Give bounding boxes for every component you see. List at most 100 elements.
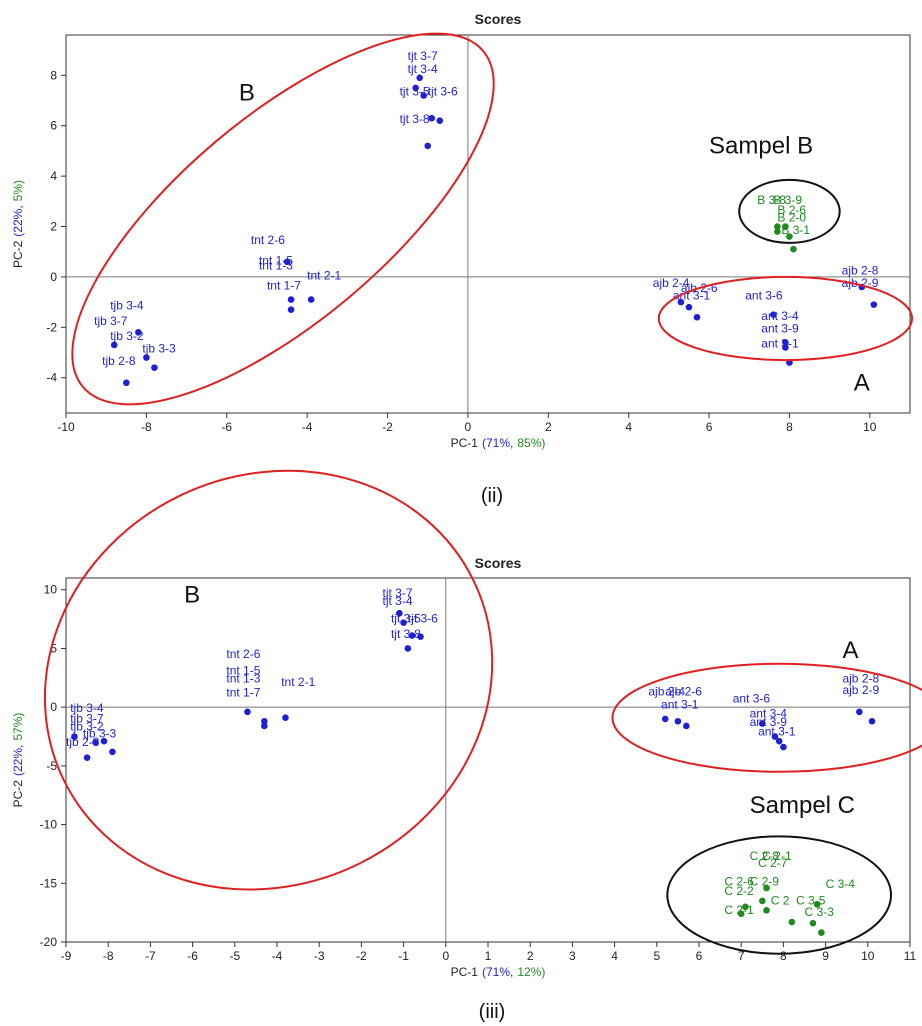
sample-group-ellipse bbox=[738, 178, 841, 244]
calibration-point-label: tjb 3-4 bbox=[70, 701, 104, 715]
calibration-point bbox=[775, 737, 783, 745]
cluster-label: Sampel B bbox=[709, 132, 813, 159]
calibration-point-label: tjt 3-4 bbox=[383, 594, 413, 608]
sample-point-label: C 3-3 bbox=[805, 905, 835, 919]
x-tick-label: 4 bbox=[611, 949, 618, 963]
cluster-label: A bbox=[842, 637, 858, 664]
sample-point-label: B 2-6 bbox=[777, 203, 806, 217]
calibration-point bbox=[307, 296, 315, 303]
x-axis-label: PC-1 (71%, 85%) bbox=[451, 436, 546, 450]
x-tick-label: -2 bbox=[382, 420, 393, 434]
calibration-point-label: ajb 2-8 bbox=[842, 263, 879, 277]
x-tick-label: 8 bbox=[786, 420, 793, 434]
calibration-point-label: ajb 2-4 bbox=[648, 684, 685, 698]
calibration-point bbox=[100, 737, 108, 745]
calibration-point-label: tjt 3-6 bbox=[408, 612, 438, 626]
calibration-point bbox=[428, 114, 436, 122]
x-axis-pct-sample: 85%) bbox=[517, 436, 545, 450]
calibration-point bbox=[287, 306, 295, 313]
sample-point-label: C 2-1 bbox=[762, 849, 792, 863]
x-axis-pct-calibration: (71%, bbox=[482, 436, 513, 450]
x-tick-label: -10 bbox=[57, 420, 75, 434]
calibration-point bbox=[416, 74, 423, 82]
calibration-point-label: tnt 1-7 bbox=[267, 279, 301, 293]
calibration-point bbox=[420, 92, 427, 99]
sample-point bbox=[742, 903, 749, 911]
x-tick-label: 1 bbox=[485, 949, 492, 963]
cluster-ellipse bbox=[43, 469, 494, 891]
x-tick-label: -3 bbox=[314, 949, 325, 963]
x-tick-label: 4 bbox=[625, 420, 632, 434]
calibration-point bbox=[151, 364, 158, 371]
calibration-point-label: tnt 1-3 bbox=[226, 672, 260, 686]
x-tick-label: 11 bbox=[904, 949, 917, 963]
x-tick-label: 2 bbox=[545, 420, 552, 434]
sample-point-label: B 3-9 bbox=[773, 193, 802, 207]
x-axis-name: PC-1 bbox=[451, 965, 479, 979]
calibration-point-label: ant 3-1 bbox=[673, 289, 711, 303]
sample-point bbox=[809, 919, 817, 927]
sample-point-label: C 2-6 bbox=[724, 875, 754, 889]
x-tick-label: -2 bbox=[356, 949, 367, 963]
calibration-point bbox=[424, 142, 432, 150]
calibration-point-label: ajb 2-9 bbox=[842, 683, 879, 697]
y-axis-label: PC-2 (22%, 5%) bbox=[11, 180, 25, 268]
calibration-point bbox=[396, 609, 403, 617]
calibration-point-label: ant 3-9 bbox=[750, 715, 788, 729]
y-axis-name: PC-2 bbox=[11, 240, 25, 268]
calibration-point-label: ajb 2-4 bbox=[653, 276, 690, 290]
x-tick-label: -8 bbox=[141, 420, 152, 434]
sample-point-label: C 2-9 bbox=[750, 875, 780, 889]
cluster-ellipse bbox=[657, 275, 914, 362]
sample-point-label: C 2 bbox=[771, 893, 790, 907]
calibration-point-label: tjt 3-6 bbox=[428, 84, 458, 98]
sample-point bbox=[790, 245, 797, 253]
calibration-point bbox=[771, 733, 779, 740]
calibration-point bbox=[677, 298, 685, 306]
calibration-point bbox=[674, 717, 682, 725]
x-tick-label: -9 bbox=[61, 949, 72, 963]
calibration-point bbox=[110, 341, 118, 349]
x-tick-label: 0 bbox=[442, 949, 449, 963]
cluster-ellipse bbox=[71, 32, 495, 406]
cluster-label: Sampel C bbox=[750, 792, 855, 819]
calibration-point bbox=[143, 354, 150, 361]
calibration-point-label: tjt 3-8 bbox=[391, 627, 421, 641]
cluster-label: B bbox=[184, 582, 200, 609]
calibration-point-label: ant 3-1 bbox=[761, 336, 799, 350]
calibration-point bbox=[408, 632, 416, 639]
calibration-point-label: tjt 3-7 bbox=[383, 586, 413, 600]
sample-point-label: B 3-8 bbox=[757, 193, 786, 207]
calibration-point-label: tjb 3-7 bbox=[94, 314, 128, 328]
y-tick-label: -20 bbox=[40, 935, 58, 949]
sample-point-label: C 2-2 bbox=[724, 884, 754, 898]
calibration-point bbox=[283, 258, 291, 266]
sample-point bbox=[774, 223, 781, 230]
calibration-point bbox=[71, 733, 78, 740]
sample-point bbox=[774, 228, 781, 235]
x-axis-pct-calibration: (71%, bbox=[482, 965, 513, 979]
sample-point bbox=[818, 929, 825, 936]
calibration-point bbox=[92, 739, 99, 746]
x-tick-label: 8 bbox=[780, 949, 787, 963]
calibration-point-label: tnt 2-1 bbox=[307, 268, 341, 282]
y-tick-label: 6 bbox=[50, 119, 57, 133]
calibration-point bbox=[436, 117, 444, 124]
calibration-point bbox=[770, 311, 777, 319]
sample-group-ellipse bbox=[666, 835, 893, 955]
y-tick-label: 4 bbox=[50, 169, 57, 183]
sample-point bbox=[782, 223, 789, 230]
calibration-point-label: ajb 2-6 bbox=[665, 684, 702, 698]
y-tick-label: 10 bbox=[44, 583, 58, 597]
x-tick-label: 0 bbox=[465, 420, 472, 434]
calibration-point-label: tjt 3-4 bbox=[408, 62, 438, 76]
calibration-point-label: ant 3-1 bbox=[661, 697, 699, 711]
y-tick-label: -10 bbox=[40, 818, 58, 832]
x-tick-label: 2 bbox=[527, 949, 534, 963]
calibration-point bbox=[661, 715, 669, 723]
calibration-point-label: ant 3-6 bbox=[733, 691, 771, 705]
chart-title: Scores bbox=[475, 555, 522, 571]
plot-frame bbox=[65, 34, 911, 414]
sample-point bbox=[763, 906, 770, 914]
